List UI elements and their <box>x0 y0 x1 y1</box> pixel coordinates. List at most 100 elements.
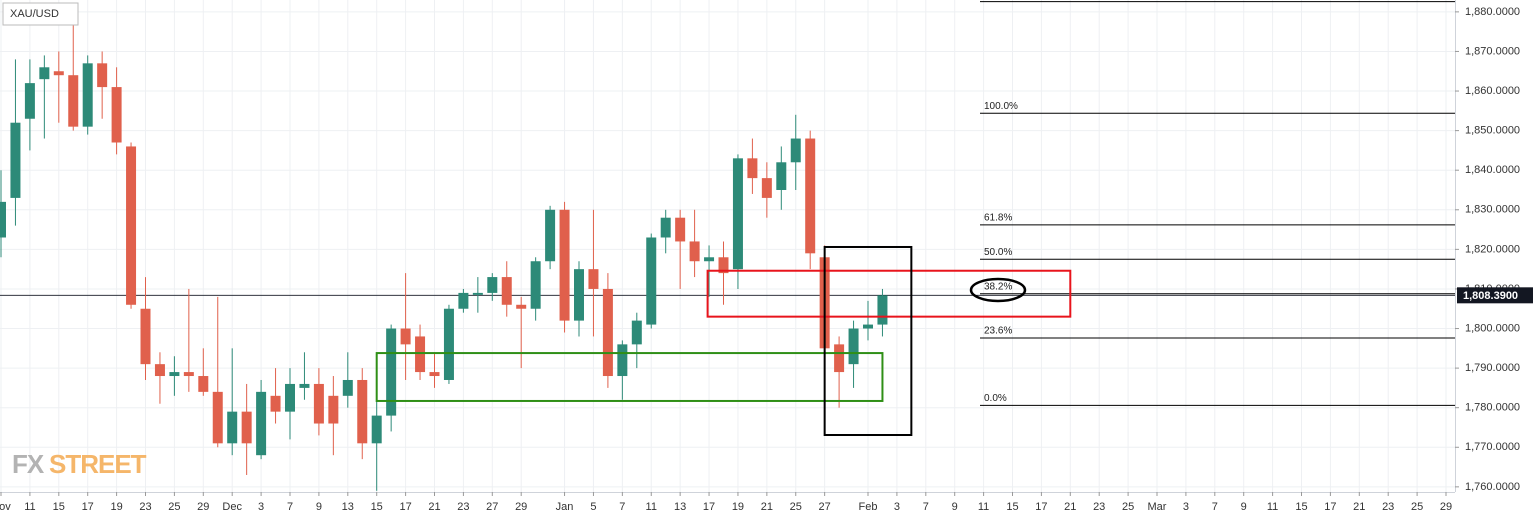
candle-body <box>646 237 657 325</box>
candle-body <box>863 324 873 329</box>
candle-body <box>458 292 469 309</box>
x-tick-label: 7 <box>287 501 293 513</box>
x-tick-label: 21 <box>1064 501 1076 513</box>
x-tick-label: 7 <box>1212 501 1218 513</box>
candle-body <box>270 395 281 412</box>
x-tick-label: 25 <box>1411 501 1423 513</box>
annotation-box <box>375 352 884 402</box>
x-tick-label: 29 <box>197 501 209 513</box>
candle-body <box>545 209 556 262</box>
fib-label: 23.6% <box>984 326 1012 337</box>
candle-body <box>82 63 93 127</box>
fib-label: 100.0% <box>984 101 1018 112</box>
candle-body <box>183 372 194 377</box>
candle-body <box>342 379 353 396</box>
y-tick-label: 1,790.0000 <box>1465 362 1520 374</box>
candle-body <box>198 376 209 392</box>
candle-body <box>328 395 339 424</box>
y-tick-label: 1,770.0000 <box>1465 441 1520 453</box>
x-tick-label: Dec <box>222 501 242 513</box>
x-tick-label: 21 <box>428 501 440 513</box>
candle-body <box>68 75 79 127</box>
y-tick-label: 1,780.0000 <box>1465 402 1520 414</box>
candle-body <box>53 71 64 76</box>
candle-body <box>790 138 801 163</box>
candle-body <box>443 308 454 380</box>
x-tick-label: 29 <box>515 501 527 513</box>
candle-body <box>212 391 223 444</box>
x-tick-label: 11 <box>1267 501 1278 513</box>
x-tick-label: 15 <box>371 501 383 513</box>
candle-body <box>805 138 816 254</box>
candle-body <box>776 162 787 190</box>
candle-body <box>285 383 295 412</box>
candle-body <box>386 328 397 416</box>
x-tick-label: 3 <box>894 501 900 513</box>
fib-label: 61.8% <box>984 212 1012 223</box>
last-price-box <box>1457 287 1533 304</box>
x-tick-label: Nov <box>0 501 11 513</box>
x-tick-label: 17 <box>399 501 411 513</box>
x-tick-label: 13 <box>674 501 686 513</box>
candle-body <box>400 328 411 345</box>
candle-body <box>256 391 267 456</box>
x-tick-label: 11 <box>646 501 657 513</box>
x-tick-label: 3 <box>258 501 264 513</box>
annotation-box <box>823 245 913 437</box>
x-tick-label: 25 <box>168 501 180 513</box>
watermark-fx: FX <box>12 449 45 479</box>
candle-body <box>97 63 108 88</box>
candle-body <box>660 217 671 238</box>
marks: 138.2%100.0%61.8%50.0%38.2%23.6%0.0% <box>0 0 1455 491</box>
candle-body <box>732 158 743 270</box>
x-tick-label: 9 <box>316 501 322 513</box>
y-tick-label: 1,860.0000 <box>1465 85 1520 97</box>
candle-body <box>154 364 165 377</box>
candle-body <box>313 383 324 424</box>
fib-label: 0.0% <box>984 393 1007 404</box>
candle-body <box>371 415 382 444</box>
candle-body <box>299 383 310 388</box>
x-tick-label: 17 <box>703 501 715 513</box>
candle-body <box>111 87 122 143</box>
candle-body <box>602 288 613 377</box>
candle-body <box>169 372 180 377</box>
candle-body <box>357 379 368 444</box>
watermark-street: STREET <box>49 449 147 479</box>
candle-body <box>126 146 137 305</box>
x-tick-label: 29 <box>1440 501 1452 513</box>
y-tick-label: 1,800.0000 <box>1465 322 1520 334</box>
x-tick-label: 15 <box>1006 501 1018 513</box>
x-tick-label: 7 <box>923 501 929 513</box>
y-tick-label: 1,760.0000 <box>1465 481 1520 493</box>
x-tick-label: 17 <box>1324 501 1336 513</box>
x-tick-label: 17 <box>1035 501 1047 513</box>
x-tick-label: 19 <box>110 501 122 513</box>
x-tick-label: 27 <box>486 501 498 513</box>
candle-body <box>24 83 35 119</box>
x-tick-label: 19 <box>732 501 744 513</box>
x-tick-label: 9 <box>952 501 958 513</box>
candle-body <box>877 295 888 325</box>
x-tick-label: 5 <box>590 501 596 513</box>
candle-body <box>631 320 642 345</box>
candle-body <box>10 122 21 198</box>
x-tick-label: 21 <box>761 501 773 513</box>
x-tick-label: 23 <box>1382 501 1394 513</box>
x-tick-label: 27 <box>819 501 831 513</box>
symbol-box <box>2 2 79 26</box>
y-tick-label: 1,830.0000 <box>1465 204 1520 216</box>
y-tick-label: 1,880.0000 <box>1465 6 1520 18</box>
highlight-ellipse <box>969 277 1027 303</box>
x-tick-label: 17 <box>82 501 94 513</box>
candle-body <box>516 304 527 309</box>
candle-body <box>617 344 628 377</box>
x-tick-label: 7 <box>619 501 625 513</box>
candle-body <box>227 411 238 444</box>
x-tick-label: 9 <box>1241 501 1247 513</box>
candle-body <box>501 277 512 305</box>
fib-label: 38.2% <box>984 281 1012 292</box>
x-tick-label: 11 <box>24 501 35 513</box>
x-tick-label: 13 <box>342 501 354 513</box>
candle-body <box>429 372 440 377</box>
